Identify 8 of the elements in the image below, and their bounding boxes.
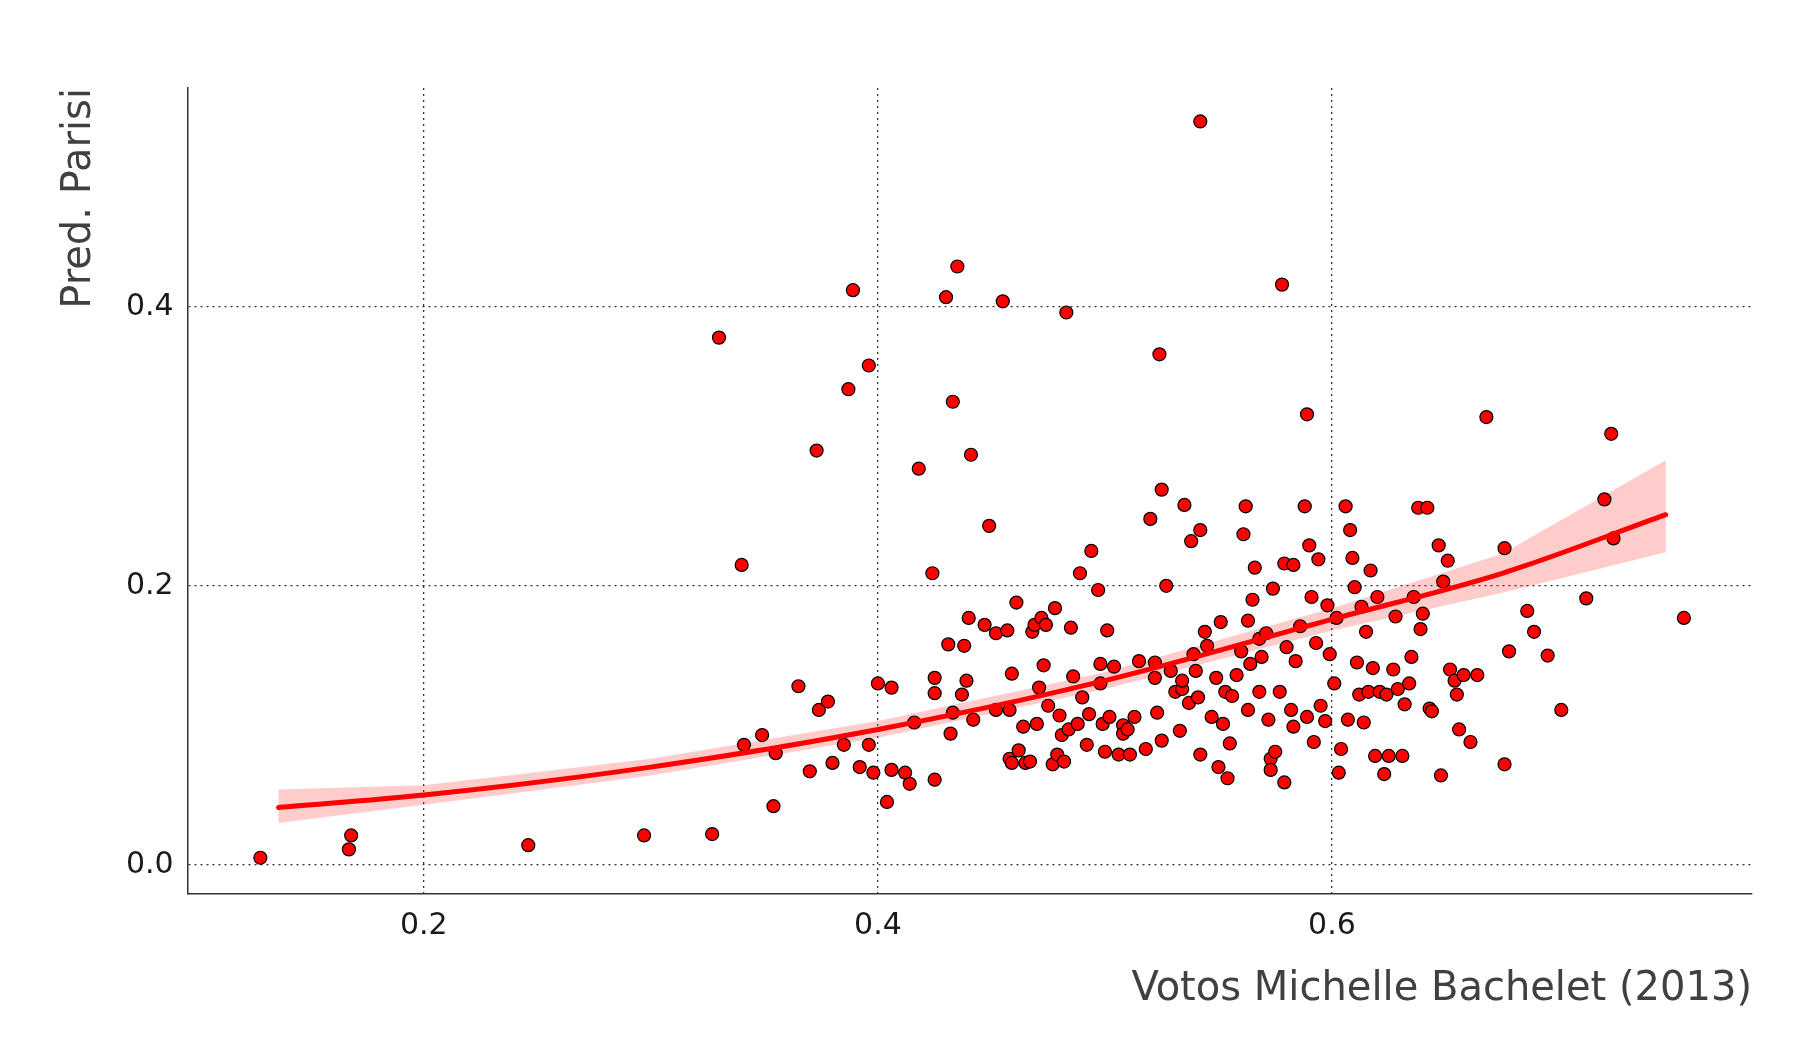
y-tick-label: 0.0 <box>125 844 174 880</box>
x-tick-label: 0.4 <box>854 905 902 941</box>
y-axis-title: Pred. Parisi <box>53 88 100 309</box>
x-tick-label: 0.6 <box>1308 905 1356 941</box>
x-axis-title: Votos Michelle Bachelet (2013) <box>1131 963 1752 1010</box>
y-tick-label: 0.2 <box>125 565 174 601</box>
x-tick-label: 0.2 <box>399 905 448 941</box>
y-tick-label: 0.4 <box>125 286 174 322</box>
